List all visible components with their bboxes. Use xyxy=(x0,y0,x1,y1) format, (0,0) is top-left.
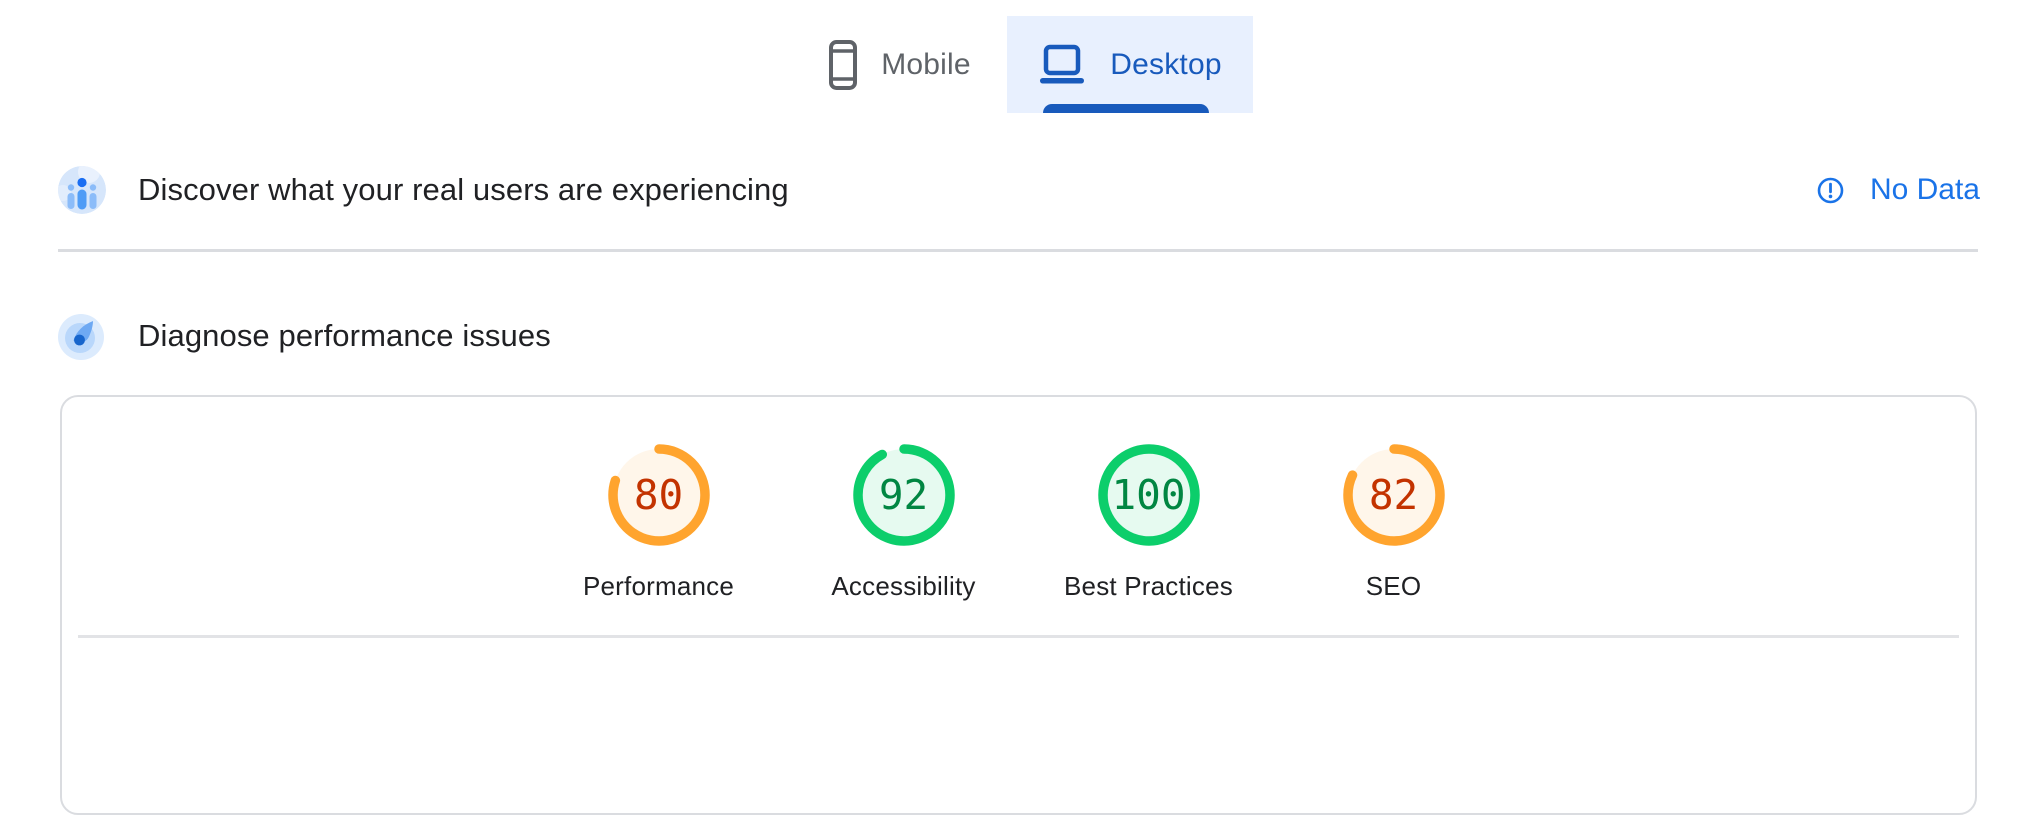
score-value: 100 xyxy=(1111,471,1186,519)
no-data-label: No Data xyxy=(1869,173,1980,206)
no-data-status[interactable]: No Data xyxy=(1817,173,1980,207)
score-ring xyxy=(607,444,710,546)
diagnose-section-title: Diagnose performance issues xyxy=(138,318,551,353)
alert-info-icon xyxy=(1817,177,1844,203)
card-divider xyxy=(78,635,1959,638)
score-ring xyxy=(1097,444,1200,546)
diagnose-gauge-icon xyxy=(58,314,104,360)
gauge-accessibility[interactable]: 92 Accessibility xyxy=(781,443,1026,602)
category-gauges-row: 80 Performance 92 Accessibility 100 Best… xyxy=(536,443,1516,602)
score-ring xyxy=(852,444,955,546)
active-tab-indicator xyxy=(1043,104,1209,113)
gauge-performance[interactable]: 80 Performance xyxy=(536,443,781,602)
tab-mobile[interactable]: Mobile xyxy=(800,16,1000,113)
gauge-label: Performance xyxy=(582,571,735,601)
real-users-icon xyxy=(58,166,106,214)
gauge-label: Accessibility xyxy=(831,571,976,601)
gauge-label: Best Practices xyxy=(1064,571,1233,601)
smartphone-icon xyxy=(829,39,858,90)
gauge-label: SEO xyxy=(1365,571,1422,601)
section-divider xyxy=(58,249,1978,252)
score-ring xyxy=(1342,444,1445,546)
tab-desktop[interactable]: Desktop xyxy=(1007,16,1253,113)
field-section-title: Discover what your real users are experi… xyxy=(138,172,789,207)
gauge-seo[interactable]: 82 SEO xyxy=(1271,443,1516,602)
laptop-icon xyxy=(1040,44,1085,83)
score-value: 80 xyxy=(633,471,684,519)
score-value: 92 xyxy=(878,471,929,519)
tab-desktop-label: Desktop xyxy=(1110,47,1222,81)
score-value: 82 xyxy=(1368,471,1419,519)
tab-mobile-label: Mobile xyxy=(881,47,971,81)
gauge-best-practices[interactable]: 100 Best Practices xyxy=(1026,443,1271,602)
